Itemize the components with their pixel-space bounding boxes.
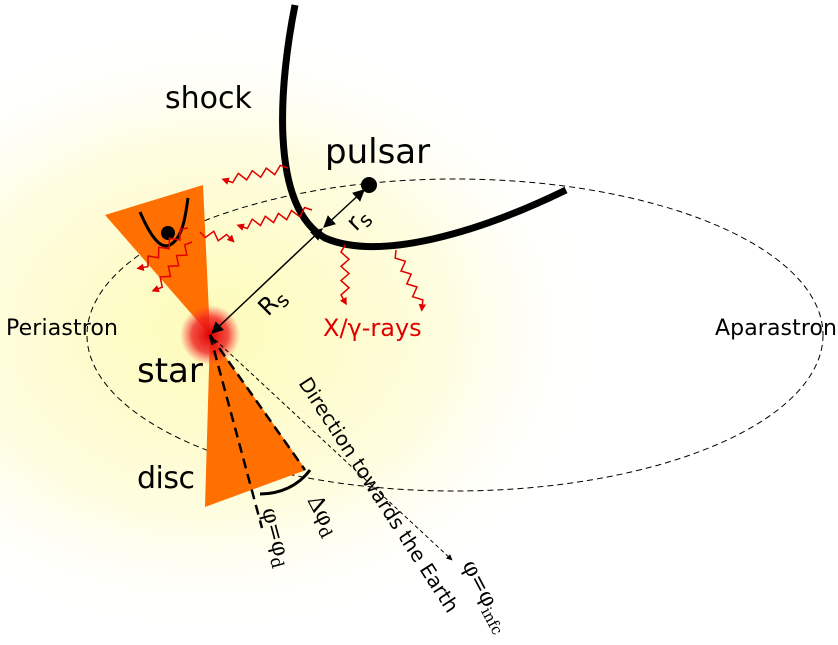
disc-edge [208, 334, 307, 471]
emission-wave [151, 241, 193, 293]
disc-label: disc [137, 461, 195, 496]
orbit [86, 178, 824, 492]
emission-wave [199, 230, 235, 243]
Rs-arrow [211, 228, 323, 334]
shock-curve [279, 4, 568, 251]
earth-direction [209, 334, 453, 561]
phi-infc-sub: infc [477, 604, 506, 638]
apastron-label: Aparastron [715, 316, 837, 341]
emission-wave [221, 164, 289, 185]
rs-arrow [323, 189, 365, 228]
emission-wave [394, 249, 427, 312]
star-label: star [137, 351, 203, 391]
phi-d-sub: d [265, 555, 287, 571]
pulsar-dot-small [161, 226, 175, 240]
emission-wave [136, 227, 189, 272]
emission-waves [136, 164, 427, 312]
disc-lower [205, 335, 306, 507]
phi-infc-label: φ=φinfc [454, 556, 515, 638]
pulsar-dot [361, 177, 377, 193]
pulsar-label: pulsar [325, 132, 430, 172]
disc-axis [208, 334, 264, 529]
emission-wave [339, 244, 351, 306]
delta-arc [259, 469, 312, 496]
periastron-label: Periastron [6, 316, 118, 341]
emission-label: X/γ-rays [323, 314, 422, 342]
shock-label: shock [165, 81, 252, 116]
emission-wave [236, 206, 313, 231]
